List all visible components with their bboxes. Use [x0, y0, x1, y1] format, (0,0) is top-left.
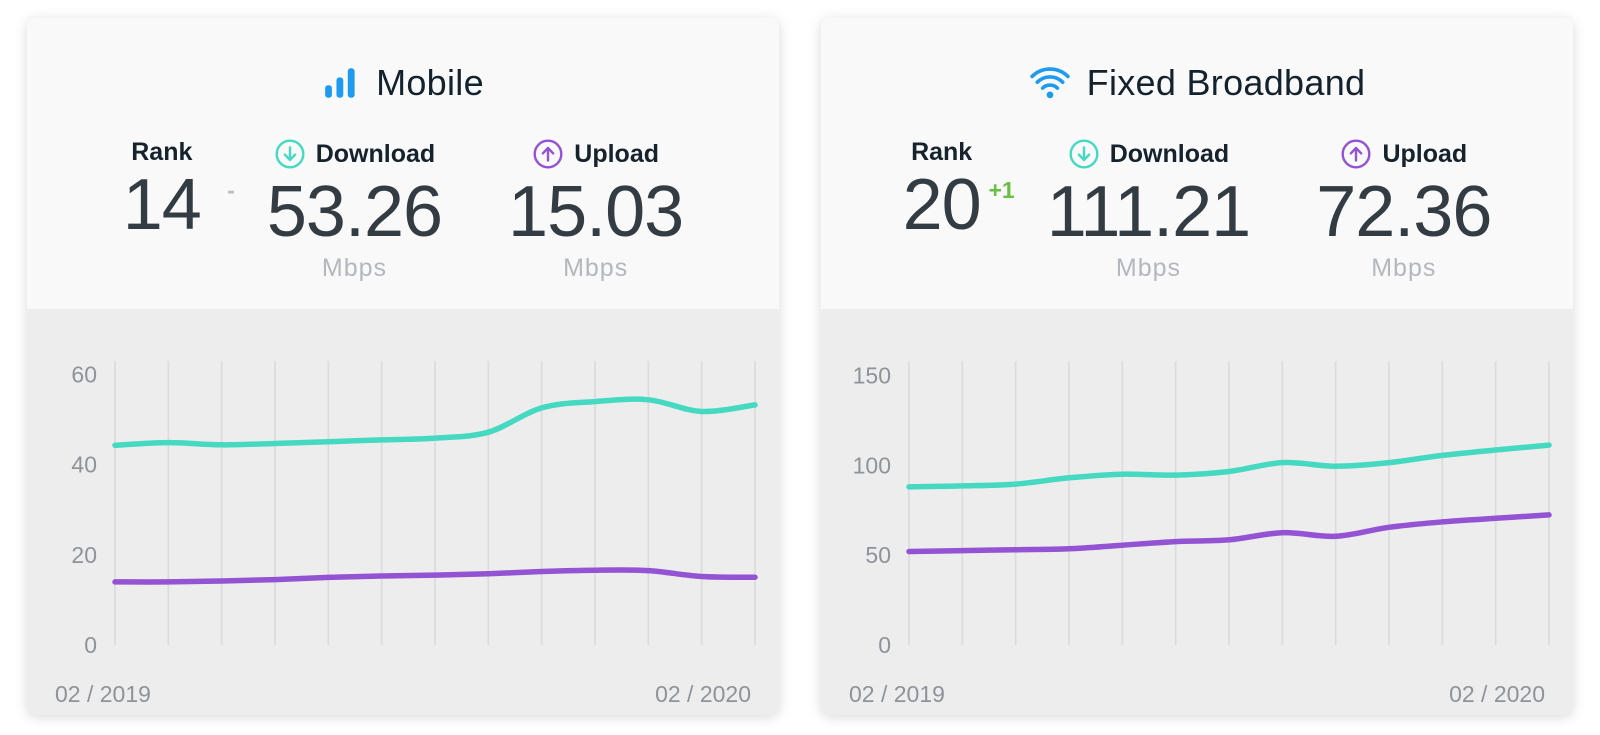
card-title: Fixed Broadband	[1086, 62, 1366, 103]
upload-arrow-icon	[532, 138, 564, 170]
download-value: 53.26	[266, 172, 443, 252]
mobile-title-row: Mobile	[47, 62, 759, 104]
y-tick-label: 50	[865, 542, 891, 568]
fixed-title-row: Fixed Broadband	[841, 62, 1553, 104]
series-line-upload	[906, 511, 1552, 555]
mobile-card: Mobile Rank 14 -	[27, 18, 779, 715]
download-label: Download	[1109, 139, 1230, 168]
download-unit: Mbps	[1115, 253, 1182, 282]
rank-label: Rank	[911, 138, 973, 166]
x-start-label: 02 / 2019	[55, 680, 151, 707]
rank-value: 20	[902, 165, 982, 245]
upload-label: Upload	[1382, 139, 1468, 168]
chart-x-axis-labels: 02 / 2019 02 / 2020	[833, 681, 1561, 714]
upload-stat: Upload 72.36 Mbps	[1316, 138, 1492, 283]
download-arrow-icon	[274, 138, 306, 170]
chart-x-axis-labels: 02 / 2019 02 / 2020	[39, 681, 767, 714]
wifi-icon	[1029, 66, 1071, 100]
upload-label: Upload	[574, 139, 659, 168]
x-start-label: 02 / 2019	[849, 680, 945, 707]
mobile-card-header: Mobile Rank 14 -	[27, 18, 779, 309]
fixed-card-header: Fixed Broadband Rank 20 +1	[821, 18, 1573, 309]
y-tick-label: 60	[71, 361, 97, 387]
y-tick-label: 40	[71, 451, 97, 477]
series-line-upload	[112, 566, 758, 585]
y-tick-label: 150	[853, 362, 891, 388]
download-unit: Mbps	[321, 253, 388, 282]
mobile-history-chart: 60 40 20 0 02 / 2019 02 / 2020	[27, 308, 779, 715]
x-end-label: 02 / 2020	[655, 680, 751, 707]
series-line-download	[112, 396, 758, 448]
x-end-label: 02 / 2020	[1449, 680, 1545, 707]
chart-canvas: 60 40 20 0	[39, 345, 767, 681]
chart-svg: 150 100 50 0	[853, 360, 1552, 658]
fixed-history-chart: 150 100 50 0 02 / 2019 02 / 2020	[821, 308, 1573, 715]
upload-value: 72.36	[1316, 172, 1492, 252]
rank-label: Rank	[131, 138, 193, 166]
fixed-stats: Rank 20 +1	[841, 138, 1553, 283]
y-tick-label: 0	[84, 632, 97, 658]
y-tick-label: 100	[853, 452, 891, 478]
chart-canvas: 150 100 50 0	[833, 345, 1561, 681]
y-tick-label: 20	[71, 542, 97, 568]
upload-arrow-icon	[1340, 138, 1372, 170]
mobile-stats: Rank 14 -	[47, 138, 759, 283]
rank-value: 14	[122, 165, 202, 245]
download-label: Download	[315, 139, 436, 168]
upload-value: 15.03	[508, 172, 684, 252]
upload-unit: Mbps	[1371, 253, 1437, 282]
rank-change-badge: +1	[988, 177, 1015, 203]
download-stat: Download 53.26 Mbps	[266, 138, 443, 283]
card-title: Mobile	[376, 62, 484, 103]
download-stat: Download 111.21 Mbps	[1047, 138, 1251, 283]
download-value: 111.21	[1046, 172, 1252, 252]
chart-svg: 60 40 20 0	[71, 360, 758, 658]
y-tick-label: 0	[878, 632, 891, 658]
rank-stat: Rank 20 +1	[902, 138, 1015, 245]
rank-change-badge: -	[227, 177, 235, 203]
download-arrow-icon	[1068, 138, 1100, 170]
fixed-broadband-card: Fixed Broadband Rank 20 +1	[821, 18, 1573, 715]
upload-stat: Upload 15.03 Mbps	[508, 138, 684, 283]
series-line-download	[906, 442, 1552, 490]
rank-stat: Rank 14 -	[122, 138, 235, 245]
mobile-signal-bars-icon	[322, 66, 360, 100]
upload-unit: Mbps	[563, 253, 629, 282]
